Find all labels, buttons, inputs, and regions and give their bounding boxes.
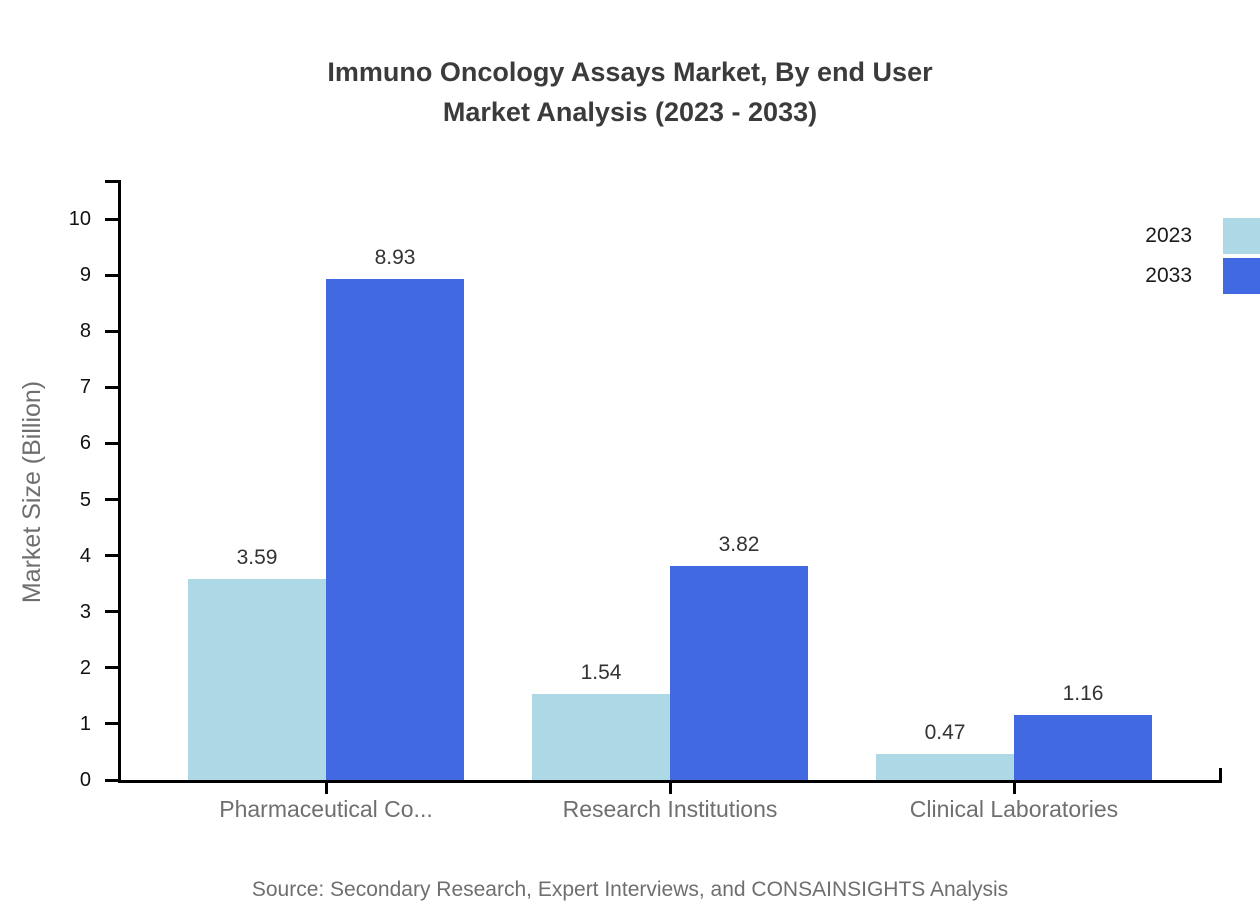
x-axis-category-label: Research Institutions	[562, 796, 778, 822]
y-axis-tick-label: 10	[68, 208, 91, 230]
y-axis-tick-label: 3	[79, 600, 91, 623]
bar-value-label: 1.16	[1062, 681, 1104, 705]
chart-title-line1: Immuno Oncology Assays Market, By end Us…	[327, 57, 933, 87]
bar-2023-3	[876, 753, 1014, 780]
y-axis-end-cap	[105, 180, 118, 183]
bar-value-label: 3.59	[236, 545, 278, 569]
bar-2023-2	[532, 693, 670, 780]
y-axis-tick	[105, 273, 118, 277]
legend-label-2023: 2023	[1145, 224, 1192, 247]
bar-value-label: 8.93	[374, 246, 416, 270]
legend-swatch-2033	[1223, 258, 1260, 294]
y-axis-tick	[105, 329, 118, 333]
y-axis-tick-label: 9	[79, 264, 91, 287]
y-axis-tick	[105, 498, 118, 501]
y-axis-tick	[105, 385, 118, 389]
y-axis-tick	[105, 610, 118, 614]
source-note: Source: Secondary Research, Expert Inter…	[251, 878, 1009, 901]
legend: 2023 2033	[1145, 218, 1260, 298]
y-axis-tick-label: 6	[79, 432, 91, 455]
y-axis-tick-label: 2	[79, 656, 91, 679]
bar-2033-1	[326, 279, 464, 780]
chart-title-line2: Market Analysis (2023 - 2033)	[442, 97, 818, 127]
y-axis-tick	[105, 554, 118, 558]
x-axis-tick	[1012, 780, 1016, 794]
y-axis-tick-label: 7	[79, 376, 91, 399]
legend-item-2023[interactable]: 2023	[1145, 218, 1260, 254]
legend-label-2033: 2033	[1145, 264, 1192, 287]
y-axis-title: Market Size (Billion)	[18, 380, 46, 604]
legend-item-2033[interactable]: 2033	[1145, 258, 1260, 294]
y-axis-tick	[105, 217, 118, 221]
y-axis-tick	[105, 722, 118, 726]
legend-swatch-2023	[1223, 218, 1260, 254]
x-axis-category-label: Clinical Laboratories	[909, 796, 1119, 822]
y-axis-tick	[105, 778, 118, 782]
y-axis-line	[118, 180, 121, 783]
x-axis-end-cap	[1219, 768, 1222, 783]
y-axis-tick-label: 8	[79, 320, 91, 343]
bar-2033-3	[1014, 714, 1152, 780]
bar-value-label: 0.47	[924, 720, 966, 744]
y-axis-tick-label: 4	[79, 544, 91, 567]
bar-2023-1	[188, 578, 326, 780]
y-axis-tick	[105, 441, 118, 445]
bar-value-label: 3.82	[718, 532, 760, 556]
bar-value-label: 1.54	[580, 660, 622, 684]
x-axis-category-label: Pharmaceutical Co...	[219, 796, 433, 822]
y-axis-tick-label: 1	[79, 712, 91, 735]
y-axis-tick	[105, 666, 118, 670]
y-axis-tick-label: 5	[79, 488, 91, 511]
x-axis-tick	[668, 780, 672, 794]
y-axis-tick-label: 0	[79, 769, 91, 791]
chart-title: Immuno Oncology Assays Market, By end Us…	[0, 52, 1260, 132]
x-axis-tick	[324, 780, 328, 794]
bar-2033-2	[670, 565, 808, 780]
